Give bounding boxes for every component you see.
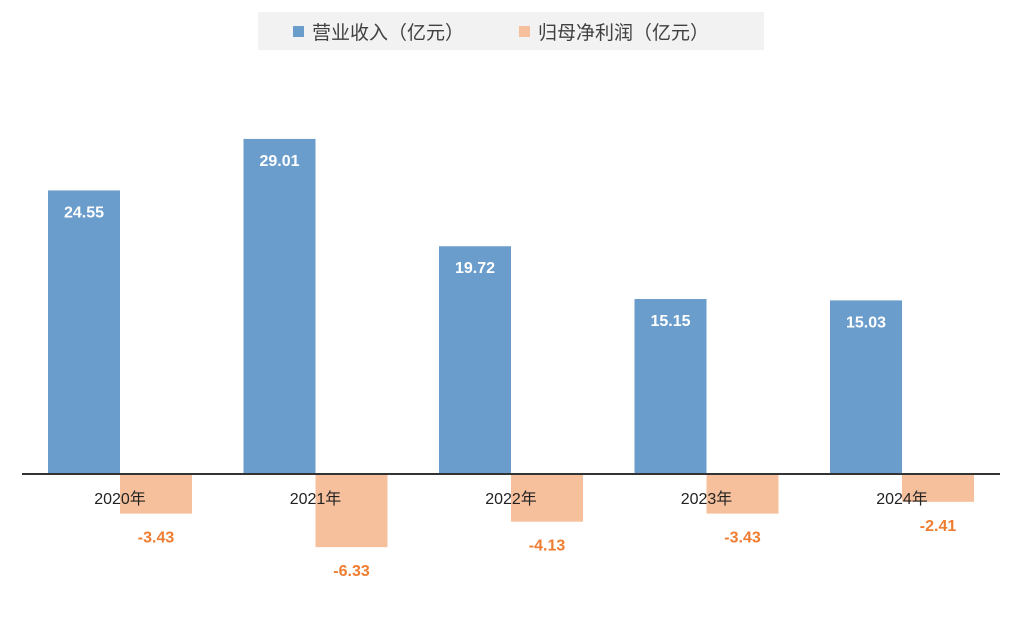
profit-bar bbox=[511, 474, 583, 522]
profit-value-label: -6.33 bbox=[333, 563, 370, 580]
profit-value-label: -3.43 bbox=[138, 530, 175, 547]
x-axis: 2020年 2021年 2022年 2023年 2024年 bbox=[22, 473, 1000, 508]
revenue-bar bbox=[48, 190, 120, 474]
legend-box bbox=[258, 12, 764, 50]
revenue-bar bbox=[439, 246, 511, 474]
profit-value-label: -3.43 bbox=[724, 530, 761, 547]
revenue-value-label: 24.55 bbox=[64, 204, 104, 221]
revenue-bar bbox=[634, 299, 707, 474]
revenue-bar bbox=[830, 300, 902, 474]
profit-value-label: -2.41 bbox=[920, 518, 957, 535]
x-tick-label: 2024年 bbox=[876, 490, 928, 508]
revenue-value-label: 19.72 bbox=[455, 260, 495, 277]
profit-bar bbox=[120, 474, 192, 514]
legend: 营业收入（亿元） 归母净利润（亿元） bbox=[258, 12, 764, 50]
legend-swatch bbox=[519, 26, 530, 37]
legend-label: 归母净利润（亿元） bbox=[538, 22, 709, 44]
bars: 24.55 -3.43 29.01 -6.33 19.72 -4.13 15.15 -3.43… bbox=[48, 138, 974, 580]
revenue-value-label: 15.03 bbox=[846, 314, 886, 331]
legend-swatch bbox=[293, 26, 304, 37]
legend-label: 营业收入（亿元） bbox=[312, 22, 464, 44]
revenue-bar bbox=[243, 138, 316, 474]
profit-bar bbox=[315, 474, 388, 548]
profit-bar bbox=[902, 474, 974, 502]
profit-value-label: -4.13 bbox=[529, 538, 566, 555]
x-tick-label: 2022年 bbox=[485, 490, 537, 508]
profit-bar bbox=[706, 474, 779, 514]
x-tick-label: 2023年 bbox=[681, 490, 733, 508]
revenue-value-label: 29.01 bbox=[259, 153, 299, 170]
x-tick-label: 2021年 bbox=[290, 490, 342, 508]
revenue-value-label: 15.15 bbox=[650, 313, 690, 330]
x-tick-label: 2020年 bbox=[94, 490, 146, 508]
